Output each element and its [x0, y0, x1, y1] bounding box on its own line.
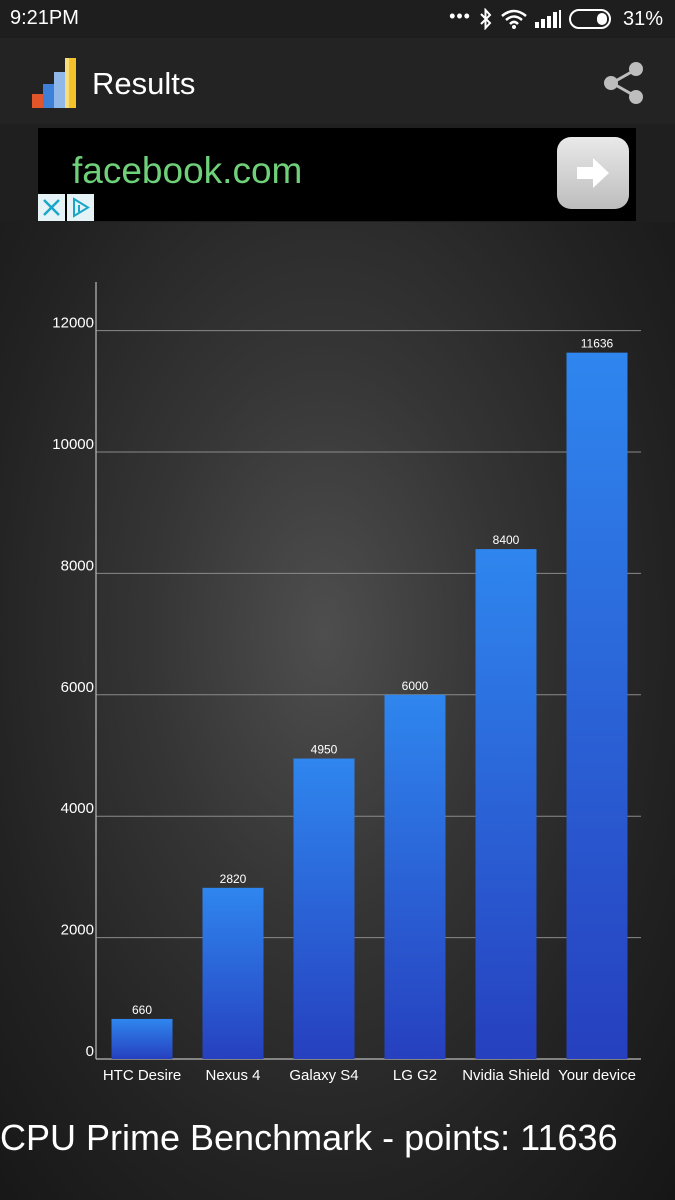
labels: 0 2000 4000 6000 8000 10000 12000 660 HTC Desire… [52, 315, 636, 1084]
more-notifications-icon: ••• [449, 5, 471, 26]
x-category-label: Your device [558, 1067, 636, 1084]
status-bar: 9:21PM ••• 31% [0, 0, 675, 38]
wifi-icon [501, 9, 527, 29]
grid-lines [96, 330, 641, 939]
app-logo-icon [32, 58, 76, 108]
share-icon[interactable] [599, 58, 649, 108]
arrow-right-glyph [577, 158, 609, 188]
battery-icon [568, 9, 611, 29]
y-tick-label: 12000 [52, 315, 94, 332]
axes [95, 282, 641, 1060]
ad-text[interactable]: facebook.com [72, 150, 303, 191]
status-icons: ••• 31% [449, 6, 663, 32]
bar-value-label: 2820 [220, 872, 247, 886]
adchoices-glyph [73, 197, 90, 218]
bar-galaxy-s4 [293, 758, 355, 1059]
y-tick-label: 10000 [52, 436, 94, 453]
battery-percent: 31% [622, 7, 663, 30]
bar-value-label: 4950 [311, 743, 338, 757]
benchmark-result-title: CPU Prime Benchmark - points: 11636 [0, 1117, 618, 1158]
bluetooth-icon [480, 8, 492, 30]
y-tick-label: 2000 [61, 922, 94, 939]
close-glyph [43, 199, 60, 216]
y-tick-label: 4000 [61, 800, 94, 817]
signal-icon [534, 10, 561, 28]
ad-banner[interactable]: facebook.com [38, 128, 636, 221]
status-time: 9:21PM [10, 7, 79, 29]
page-title: Results [92, 66, 196, 101]
adchoices-icon[interactable] [67, 194, 94, 221]
x-category-label: LG G2 [393, 1067, 437, 1084]
ad-badges [38, 194, 96, 221]
arrow-right-icon[interactable] [557, 137, 629, 209]
bar-htc-desire [111, 1018, 173, 1059]
action-bar: Results [0, 38, 675, 124]
bar-value-label: 6000 [402, 679, 429, 693]
bar-value-label: 11636 [581, 337, 614, 351]
close-icon[interactable] [38, 194, 65, 221]
bar-your-device [566, 352, 628, 1059]
bar-nexus-4 [202, 887, 264, 1059]
bar-value-label: 8400 [493, 533, 520, 547]
bars [111, 352, 628, 1059]
benchmark-chart: 0 2000 4000 6000 8000 10000 12000 660 HTC Desire… [52, 282, 641, 1084]
y-tick-label: 8000 [61, 557, 94, 574]
y-tick-label: 6000 [61, 679, 94, 696]
x-category-label: HTC Desire [103, 1067, 181, 1084]
x-category-label: Galaxy S4 [289, 1067, 358, 1084]
bar-value-label: 660 [132, 1003, 152, 1017]
x-category-label: Nvidia Shield [462, 1067, 550, 1084]
bar-lg-g2 [384, 694, 446, 1059]
x-category-label: Nexus 4 [205, 1067, 260, 1084]
bar-nvidia-shield [475, 549, 537, 1059]
y-tick-label: 0 [86, 1043, 94, 1060]
